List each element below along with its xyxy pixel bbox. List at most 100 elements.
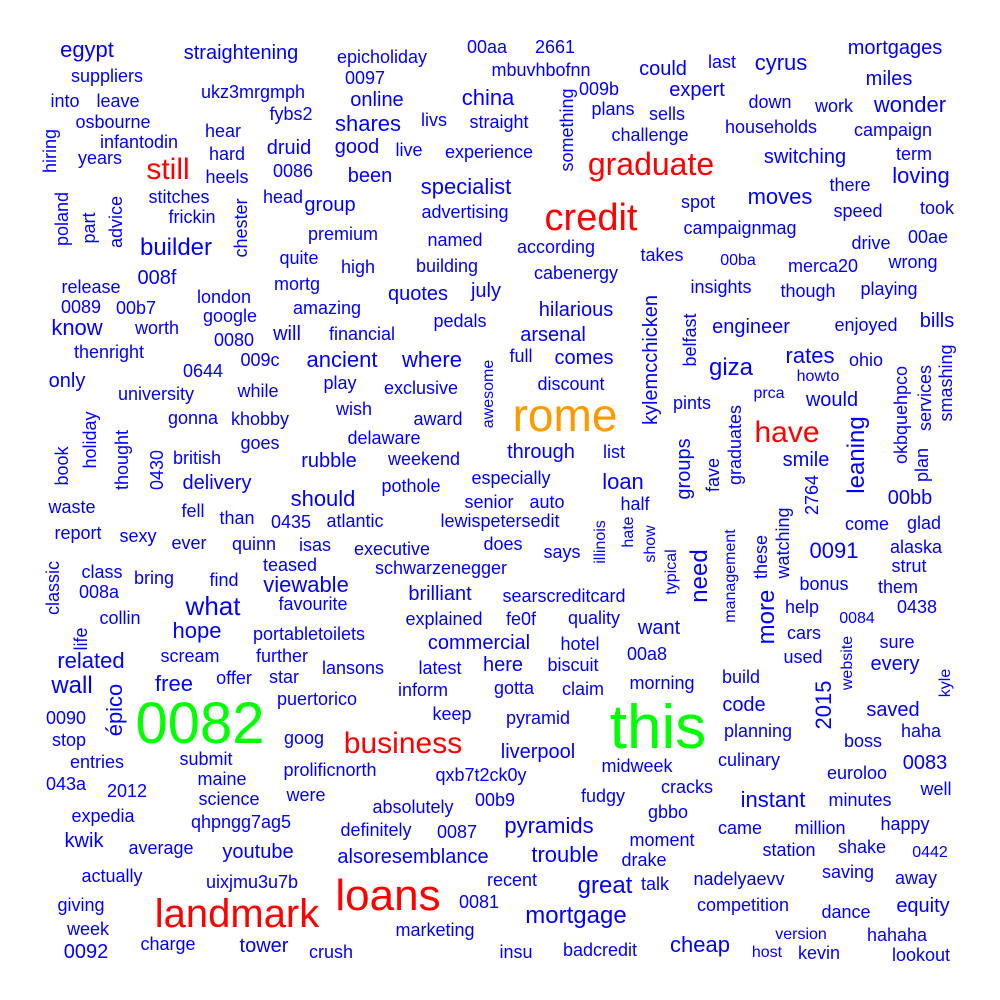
word: households — [724, 117, 818, 137]
word: london — [196, 287, 252, 307]
word: saved — [866, 699, 920, 721]
word: drive — [851, 233, 891, 253]
word: especially — [471, 468, 551, 488]
word: british — [172, 448, 222, 468]
word: groups — [673, 438, 695, 500]
word: 00b7 — [115, 298, 157, 318]
word: advice — [106, 195, 126, 249]
word: million — [794, 818, 846, 838]
word: rubble — [301, 450, 357, 472]
word: 0081 — [458, 892, 500, 912]
word: mortg — [273, 274, 321, 294]
word: there — [829, 175, 871, 195]
word: alsoresemblance — [337, 846, 489, 868]
word: 009c — [240, 350, 280, 370]
word: says — [543, 542, 581, 562]
word: fave — [703, 457, 723, 493]
word: teased — [262, 555, 318, 575]
word: fudgy — [580, 786, 626, 806]
word: 0082 — [135, 691, 265, 756]
word: morning — [629, 673, 695, 693]
word: dance — [821, 902, 871, 922]
word: poland — [52, 191, 72, 247]
word: okbquehpco — [891, 365, 911, 465]
word: smashing — [936, 344, 956, 422]
word: named — [427, 230, 483, 250]
word: week — [66, 919, 110, 939]
word: switching — [763, 146, 847, 168]
word: good — [334, 136, 380, 158]
word: épico — [102, 683, 127, 737]
word: stop — [51, 730, 87, 750]
word: 2661 — [534, 37, 576, 57]
word: portabletoilets — [252, 624, 366, 644]
word: moves — [747, 184, 813, 209]
word: financial — [328, 324, 396, 344]
word: mbuvhbofnn — [491, 60, 591, 80]
word: thenright — [73, 342, 145, 362]
word: 0084 — [839, 610, 875, 627]
word: infantodin — [99, 132, 179, 152]
word: 008a — [78, 582, 120, 602]
word: live — [395, 140, 423, 160]
word: nadelyaevv — [693, 869, 785, 889]
word: cars — [786, 623, 822, 643]
word: wish — [335, 399, 373, 419]
word: lookout — [891, 945, 951, 965]
word: instant — [740, 787, 806, 812]
word: 2012 — [106, 781, 148, 801]
word: list — [603, 442, 625, 462]
word: equity — [896, 895, 950, 917]
word: wrong — [888, 252, 938, 272]
word: goog — [283, 728, 325, 748]
word: waste — [48, 497, 96, 517]
word: half — [620, 494, 650, 514]
word: atlantic — [326, 511, 384, 531]
word: landmark — [154, 892, 320, 936]
word: pyramids — [504, 813, 594, 838]
word: head — [262, 187, 304, 207]
word: specialist — [420, 174, 512, 199]
word: schwarzenegger — [374, 558, 508, 578]
word: latest — [418, 658, 462, 678]
word: challenge — [611, 125, 689, 145]
word: worth — [134, 318, 180, 338]
word: work — [814, 96, 854, 116]
word: builder — [139, 234, 213, 261]
word: definitely — [340, 820, 412, 840]
word: more — [753, 589, 780, 645]
word: delivery — [182, 472, 252, 494]
word: qxb7t2ck0y — [435, 765, 527, 785]
word: leave — [96, 91, 140, 111]
word: amazing — [292, 298, 362, 318]
word: minutes — [828, 790, 892, 810]
word: campaignmag — [683, 218, 797, 238]
word: used — [783, 647, 823, 667]
word: alaska — [889, 537, 943, 557]
word: competition — [696, 895, 790, 915]
word: awesome — [480, 359, 497, 429]
word: collin — [99, 608, 141, 628]
word: belfast — [680, 313, 700, 367]
word: than — [219, 508, 255, 528]
word: recent — [486, 870, 538, 890]
word: glad — [906, 513, 942, 533]
word: 0090 — [45, 708, 87, 728]
word: sells — [648, 104, 686, 124]
word: great — [577, 872, 633, 899]
word: brilliant — [408, 583, 472, 605]
word: show — [642, 525, 659, 563]
word: straight — [469, 112, 529, 132]
word: liverpool — [500, 741, 576, 763]
word: strut — [891, 556, 927, 576]
word: prolificnorth — [283, 760, 377, 780]
word: insights — [690, 277, 752, 297]
word: rates — [785, 343, 835, 368]
word: 009b — [578, 79, 620, 99]
word: planning — [723, 721, 793, 741]
word: been — [347, 165, 393, 187]
word: while — [237, 381, 279, 401]
word: bills — [919, 310, 955, 332]
word: quinn — [231, 534, 277, 554]
word: ohio — [848, 350, 884, 370]
